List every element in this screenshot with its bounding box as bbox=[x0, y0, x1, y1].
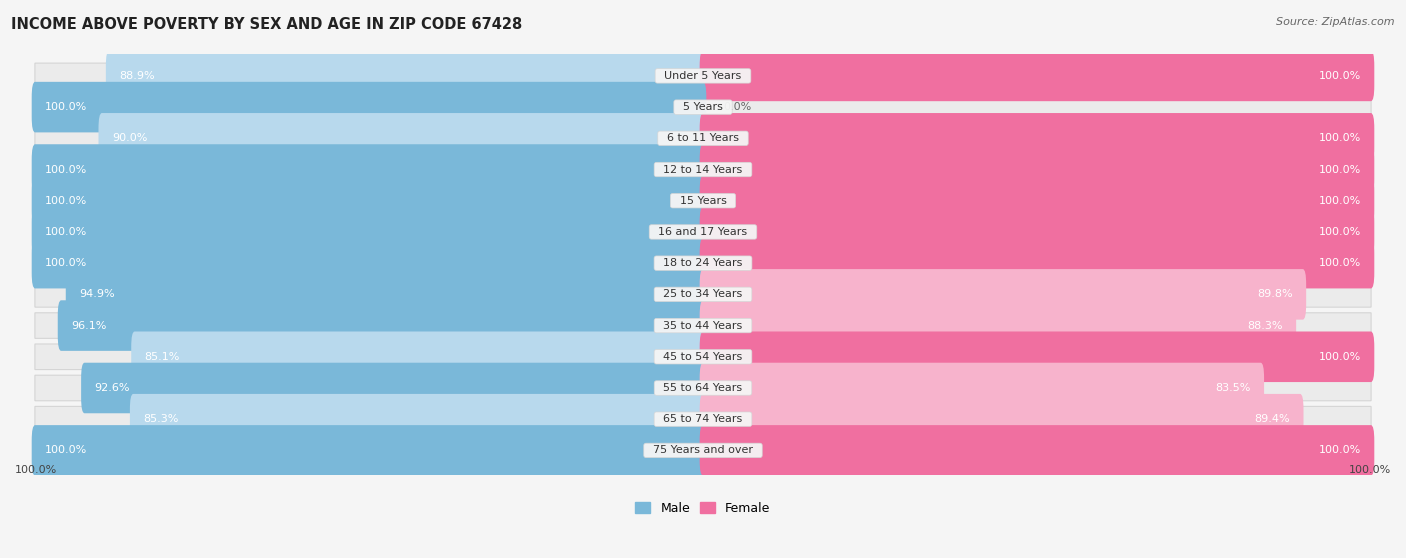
FancyBboxPatch shape bbox=[105, 51, 706, 101]
Text: 55 to 64 Years: 55 to 64 Years bbox=[657, 383, 749, 393]
Text: 88.3%: 88.3% bbox=[1247, 321, 1282, 330]
FancyBboxPatch shape bbox=[700, 175, 1374, 226]
Text: 100.0%: 100.0% bbox=[1348, 465, 1391, 475]
Text: 88.9%: 88.9% bbox=[120, 71, 155, 81]
FancyBboxPatch shape bbox=[32, 206, 706, 257]
Text: 100.0%: 100.0% bbox=[45, 165, 87, 175]
FancyBboxPatch shape bbox=[35, 188, 1371, 214]
FancyBboxPatch shape bbox=[700, 206, 1374, 257]
Text: 100.0%: 100.0% bbox=[1319, 133, 1361, 143]
FancyBboxPatch shape bbox=[35, 126, 1371, 151]
Text: 94.9%: 94.9% bbox=[79, 290, 115, 299]
Text: 100.0%: 100.0% bbox=[45, 227, 87, 237]
FancyBboxPatch shape bbox=[35, 63, 1371, 89]
FancyBboxPatch shape bbox=[700, 363, 1264, 413]
Text: Under 5 Years: Under 5 Years bbox=[658, 71, 748, 81]
FancyBboxPatch shape bbox=[700, 51, 1374, 101]
FancyBboxPatch shape bbox=[35, 219, 1371, 245]
Text: 89.8%: 89.8% bbox=[1257, 290, 1292, 299]
Text: 0.0%: 0.0% bbox=[723, 102, 751, 112]
FancyBboxPatch shape bbox=[32, 175, 706, 226]
Text: 100.0%: 100.0% bbox=[1319, 71, 1361, 81]
FancyBboxPatch shape bbox=[32, 425, 706, 475]
FancyBboxPatch shape bbox=[700, 238, 1374, 288]
Text: 96.1%: 96.1% bbox=[72, 321, 107, 330]
FancyBboxPatch shape bbox=[35, 94, 1371, 120]
Text: 89.4%: 89.4% bbox=[1254, 414, 1291, 424]
Text: 100.0%: 100.0% bbox=[1319, 196, 1361, 206]
FancyBboxPatch shape bbox=[35, 157, 1371, 182]
FancyBboxPatch shape bbox=[700, 394, 1303, 445]
Text: 18 to 24 Years: 18 to 24 Years bbox=[657, 258, 749, 268]
FancyBboxPatch shape bbox=[32, 82, 706, 132]
Text: 35 to 44 Years: 35 to 44 Years bbox=[657, 321, 749, 330]
Text: 15 Years: 15 Years bbox=[672, 196, 734, 206]
FancyBboxPatch shape bbox=[35, 313, 1371, 338]
Text: 85.3%: 85.3% bbox=[143, 414, 179, 424]
FancyBboxPatch shape bbox=[35, 251, 1371, 276]
Text: 100.0%: 100.0% bbox=[45, 102, 87, 112]
Text: 100.0%: 100.0% bbox=[15, 465, 58, 475]
Text: 100.0%: 100.0% bbox=[45, 196, 87, 206]
Text: 25 to 34 Years: 25 to 34 Years bbox=[657, 290, 749, 299]
Text: INCOME ABOVE POVERTY BY SEX AND AGE IN ZIP CODE 67428: INCOME ABOVE POVERTY BY SEX AND AGE IN Z… bbox=[11, 17, 523, 32]
FancyBboxPatch shape bbox=[700, 269, 1306, 320]
FancyBboxPatch shape bbox=[700, 145, 1374, 195]
Text: 5 Years: 5 Years bbox=[676, 102, 730, 112]
Text: 90.0%: 90.0% bbox=[112, 133, 148, 143]
Text: 100.0%: 100.0% bbox=[1319, 227, 1361, 237]
Text: 100.0%: 100.0% bbox=[1319, 445, 1361, 455]
FancyBboxPatch shape bbox=[35, 375, 1371, 401]
FancyBboxPatch shape bbox=[700, 331, 1374, 382]
FancyBboxPatch shape bbox=[35, 344, 1371, 369]
FancyBboxPatch shape bbox=[35, 437, 1371, 463]
Text: 75 Years and over: 75 Years and over bbox=[645, 445, 761, 455]
FancyBboxPatch shape bbox=[35, 282, 1371, 307]
FancyBboxPatch shape bbox=[98, 113, 706, 163]
FancyBboxPatch shape bbox=[32, 145, 706, 195]
FancyBboxPatch shape bbox=[58, 300, 706, 351]
FancyBboxPatch shape bbox=[700, 300, 1296, 351]
Text: 100.0%: 100.0% bbox=[1319, 258, 1361, 268]
Text: 65 to 74 Years: 65 to 74 Years bbox=[657, 414, 749, 424]
Text: 85.1%: 85.1% bbox=[145, 352, 180, 362]
FancyBboxPatch shape bbox=[700, 113, 1374, 163]
FancyBboxPatch shape bbox=[66, 269, 706, 320]
Legend: Male, Female: Male, Female bbox=[630, 497, 776, 519]
FancyBboxPatch shape bbox=[700, 425, 1374, 475]
FancyBboxPatch shape bbox=[32, 238, 706, 288]
Text: Source: ZipAtlas.com: Source: ZipAtlas.com bbox=[1277, 17, 1395, 27]
Text: 100.0%: 100.0% bbox=[45, 258, 87, 268]
Text: 12 to 14 Years: 12 to 14 Years bbox=[657, 165, 749, 175]
Text: 45 to 54 Years: 45 to 54 Years bbox=[657, 352, 749, 362]
FancyBboxPatch shape bbox=[131, 331, 706, 382]
Text: 83.5%: 83.5% bbox=[1215, 383, 1251, 393]
Text: 100.0%: 100.0% bbox=[1319, 165, 1361, 175]
Text: 100.0%: 100.0% bbox=[1319, 352, 1361, 362]
FancyBboxPatch shape bbox=[82, 363, 706, 413]
FancyBboxPatch shape bbox=[129, 394, 706, 445]
FancyBboxPatch shape bbox=[35, 406, 1371, 432]
Text: 6 to 11 Years: 6 to 11 Years bbox=[659, 133, 747, 143]
Text: 92.6%: 92.6% bbox=[94, 383, 129, 393]
Text: 16 and 17 Years: 16 and 17 Years bbox=[651, 227, 755, 237]
Text: 100.0%: 100.0% bbox=[45, 445, 87, 455]
